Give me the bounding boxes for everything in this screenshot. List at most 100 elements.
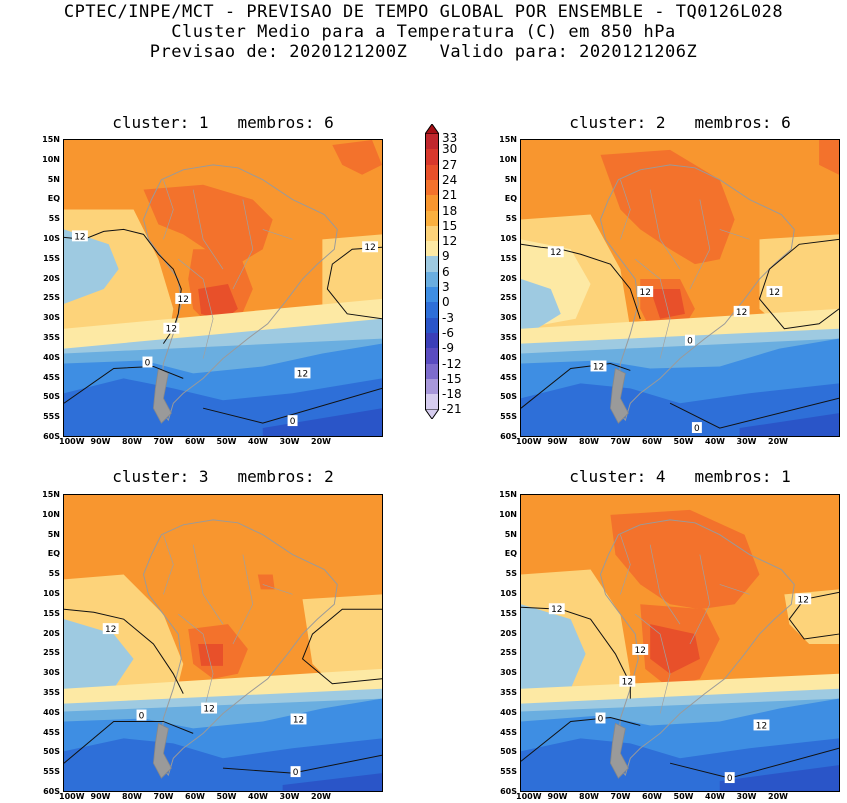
lat-tick-label: 5S [505, 214, 517, 224]
isotherm-label: 0 [287, 415, 298, 427]
isotherm-line [521, 716, 641, 762]
temperature-shade [719, 765, 839, 791]
lon-tick-label: 20W [768, 437, 788, 446]
lat-tick-label: 30S [500, 313, 517, 323]
temperature-shade [521, 604, 586, 694]
southern-chile-coast [610, 367, 629, 424]
colorbar-swatch [425, 394, 439, 410]
colorbar-swatch [425, 164, 439, 181]
lat-tick-label: 60S [500, 432, 517, 441]
lon-tick-label: 90W [90, 792, 111, 801]
colorbar-label: 9 [442, 249, 450, 264]
temperature-shade [650, 288, 685, 319]
lat-tick-label: 15S [43, 253, 60, 263]
lat-tick-label: 10N [499, 509, 517, 519]
lat-tick-label: 30S [43, 668, 60, 678]
isotherm-label: 12 [590, 360, 607, 372]
lat-tick-label: 5S [48, 569, 60, 579]
lat-tick-label: 15S [500, 253, 517, 263]
colorbar-swatch [425, 332, 439, 349]
panel-title-4: cluster: 4 membros: 1 [569, 467, 791, 486]
isotherm-line [669, 397, 839, 429]
colorbar-label: 12 [442, 234, 458, 249]
lon-tick-label: 70W [153, 437, 174, 446]
colorbar-swatch [425, 317, 439, 334]
colorbar-swatch [425, 287, 439, 303]
lat-tick-label: 25S [43, 648, 60, 658]
isotherm-label: 0 [595, 712, 606, 724]
isotherm-label: 0 [684, 334, 695, 347]
isotherm-line [64, 228, 182, 344]
isotherm-label: 0 [691, 422, 702, 434]
lon-tick-label: 70W [610, 792, 631, 801]
svg-text:12: 12 [769, 288, 780, 298]
lat-tick-label: 5N [47, 174, 60, 184]
lat-tick-label: 60S [500, 787, 517, 796]
panel-title-2: cluster: 2 membros: 6 [569, 113, 791, 132]
lat-tick-label: 10N [42, 509, 60, 519]
lon-tick-label: 30W [279, 792, 300, 801]
lat-tick-label: 10S [43, 589, 60, 598]
colorbar-label: 15 [442, 218, 458, 233]
lat-tick-label: 50S [500, 747, 517, 757]
svg-text:0: 0 [139, 711, 145, 721]
lat-tick-label: 35S [43, 688, 60, 697]
lat-tick-label: EQ [47, 549, 60, 559]
lon-tick-label: 80W [122, 792, 142, 801]
isotherm-line [521, 243, 641, 319]
lat-tick-label: 40S [43, 707, 60, 717]
lat-tick-label: 45S [500, 372, 517, 382]
temperature-shade [521, 279, 561, 339]
lon-tick-label: 20W [311, 437, 331, 446]
isotherm-label: 12 [71, 230, 88, 242]
svg-text:12: 12 [550, 248, 561, 258]
panel-title-1: cluster: 1 membros: 6 [112, 113, 334, 132]
isotherm-line [301, 608, 382, 685]
lat-tick-label: 60S [43, 432, 60, 441]
lat-tick-label: 15S [43, 608, 60, 618]
isotherm-label: 12 [733, 305, 750, 318]
temperature-shade [332, 140, 382, 175]
isotherm-label: 12 [163, 322, 180, 335]
lon-tick-label: 100W [516, 437, 542, 446]
lon-tick-label: 50W [673, 437, 694, 446]
lon-tick-label: 60W [642, 792, 662, 801]
lon-tick-label: 60W [642, 437, 662, 446]
isotherm-label: 12 [290, 713, 307, 725]
lon-tick-label: 80W [122, 437, 142, 446]
lat-tick-label: 35S [500, 688, 517, 697]
svg-text:12: 12 [297, 369, 308, 379]
temperature-shade [198, 284, 238, 321]
lat-tick-label: 15N [42, 135, 60, 144]
lat-tick-label: 25S [500, 293, 517, 303]
continent-outline [599, 519, 795, 777]
lon-tick-label: 90W [547, 437, 568, 446]
southern-chile-coast [610, 722, 629, 779]
isotherm-line [64, 365, 184, 404]
map-panel-cluster-2: 12 12 12 12 0 12 0 [520, 139, 840, 437]
lon-tick-label: 30W [736, 437, 757, 446]
svg-text:12: 12 [798, 595, 809, 605]
isotherm-label: 12 [632, 643, 649, 656]
colorbar-label: 33 [442, 131, 458, 145]
lon-tick-label: 50W [673, 792, 694, 801]
isotherm-line [788, 591, 839, 640]
lat-tick-label: 5S [48, 214, 60, 224]
lon-tick-label: 80W [579, 792, 599, 801]
isotherm-label: 12 [753, 719, 770, 731]
lat-tick-label: 10N [42, 154, 60, 164]
isotherm-label: 12 [175, 292, 192, 305]
colorbar-label: 18 [442, 203, 458, 218]
lat-tick-label: 30S [43, 313, 60, 323]
lat-tick-label: 50S [43, 392, 60, 402]
colorbar-label: -3 [442, 310, 454, 325]
isotherm-line [64, 720, 194, 764]
lon-tick-label: 60W [185, 437, 205, 446]
isotherm-label: 12 [102, 623, 119, 635]
temperature-shade [302, 594, 382, 694]
country-borders [620, 534, 750, 714]
colorbar-swatch [425, 348, 439, 364]
southern-chile-coast [153, 367, 172, 424]
svg-text:12: 12 [593, 362, 604, 372]
svg-text:12: 12 [736, 308, 747, 318]
